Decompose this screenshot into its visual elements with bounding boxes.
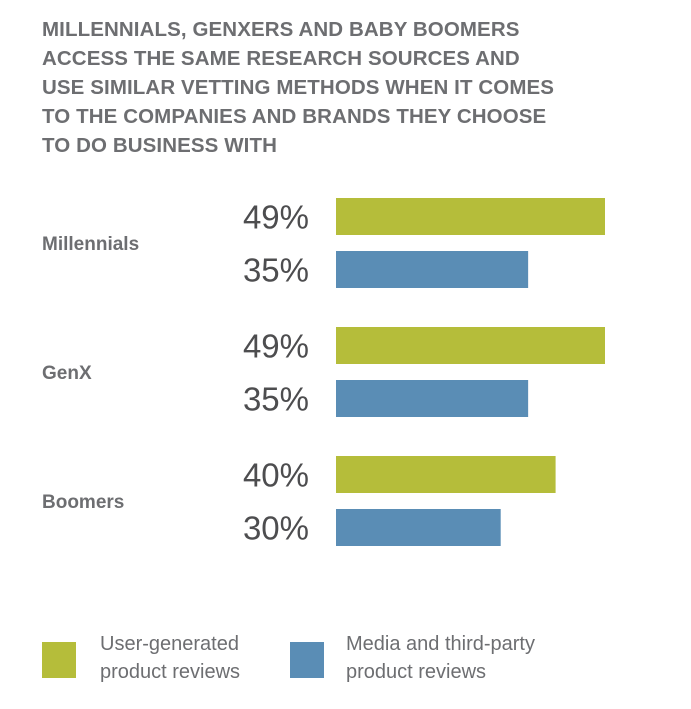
category-label: Millennials bbox=[42, 234, 139, 255]
bar bbox=[336, 380, 529, 417]
legend-swatch-user-generated bbox=[42, 642, 76, 678]
legend-label-media: Media and third-party product reviews bbox=[346, 630, 535, 686]
bar bbox=[336, 251, 529, 288]
chart-title-line: TO THE COMPANIES AND BRANDS THEY CHOOSE bbox=[42, 105, 547, 128]
category-label: GenX bbox=[42, 363, 92, 384]
bar bbox=[336, 509, 501, 546]
value-label: 49% bbox=[243, 328, 309, 365]
value-label: 35% bbox=[243, 381, 309, 418]
value-label: 40% bbox=[243, 457, 309, 494]
legend-label-user-generated: User-generated product reviews bbox=[100, 630, 240, 686]
legend-swatch-media bbox=[290, 642, 324, 678]
legend-label-line: User-generated bbox=[100, 633, 239, 655]
chart-title-line: TO DO BUSINESS WITH bbox=[42, 134, 278, 157]
legend-label-line: product reviews bbox=[100, 661, 241, 683]
legend-label-line: product reviews bbox=[346, 661, 487, 683]
chart-title: MILLENNIALS, GENXERS AND BABY BOOMERS AC… bbox=[42, 15, 682, 160]
chart-title-line: USE SIMILAR VETTING METHODS WHEN IT COME… bbox=[42, 76, 555, 99]
bar-chart: Millennials 49% 35% GenX 49% 35% Boomers 40% 30% bbox=[42, 198, 605, 547]
category-label: Boomers bbox=[42, 492, 124, 513]
bar bbox=[336, 456, 556, 493]
chart-legend: User-generated product reviews Media and… bbox=[0, 630, 691, 690]
chart-title-line: ACCESS THE SAME RESEARCH SOURCES AND bbox=[42, 47, 520, 70]
chart-title-line: MILLENNIALS, GENXERS AND BABY BOOMERS bbox=[42, 18, 520, 41]
value-label: 30% bbox=[243, 510, 309, 547]
bar bbox=[336, 327, 605, 364]
bar bbox=[336, 198, 605, 235]
value-label: 35% bbox=[243, 252, 309, 289]
legend-label-line: Media and third-party bbox=[346, 633, 535, 655]
value-label: 49% bbox=[243, 199, 309, 236]
